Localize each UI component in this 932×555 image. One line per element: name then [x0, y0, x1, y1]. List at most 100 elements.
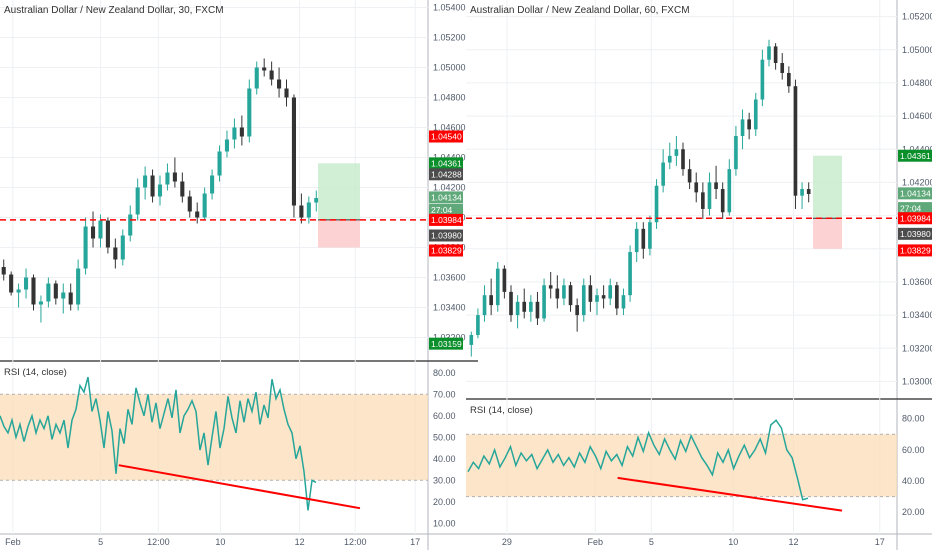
- price-tick-label: 1.03400: [902, 310, 932, 320]
- price-tag-label: 1.03159: [431, 339, 462, 349]
- candle-body: [247, 88, 252, 137]
- candle-body: [9, 274, 14, 293]
- price-tick-label: 1.03200: [433, 333, 466, 343]
- price-tick-label: 1.04800: [902, 78, 932, 88]
- rsi-label: RSI (14, close): [4, 367, 67, 378]
- candle-body: [654, 185, 659, 223]
- candle-body: [575, 305, 579, 316]
- price-tag: [429, 229, 463, 242]
- time-tick-label: 10: [728, 537, 738, 547]
- candle-body: [760, 59, 765, 100]
- candle-body: [262, 67, 267, 71]
- candle-body: [165, 172, 170, 185]
- candle-body: [681, 149, 685, 170]
- candle-body: [707, 182, 712, 209]
- price-tag: [898, 187, 932, 200]
- candle-body: [509, 291, 513, 316]
- price-tag-label: 1.03980: [431, 231, 462, 241]
- price-tag-label: 1.03984: [431, 215, 462, 225]
- candle-body: [720, 189, 725, 213]
- price-tag-label: 1.04134: [900, 189, 931, 199]
- candle-body: [24, 277, 29, 290]
- rsi-tick-label: 70.00: [433, 389, 456, 399]
- price-tag: [898, 227, 932, 240]
- chart-title: Australian Dollar / New Zealand Dollar, …: [470, 5, 690, 16]
- stop-zone: [318, 219, 360, 248]
- rsi-divergence-trendline: [118, 464, 361, 510]
- candle-body: [299, 205, 304, 218]
- price-tag: [429, 213, 463, 226]
- candle-body: [674, 149, 679, 156]
- time-tick-label: 12: [295, 537, 305, 547]
- candle-body: [172, 172, 177, 182]
- candle-body: [90, 226, 96, 239]
- candle-body: [568, 285, 573, 306]
- candle-body: [714, 182, 718, 190]
- price-tick-label: 1.04400: [902, 144, 932, 154]
- chart-panel-30m: 1.054001.052001.050001.048001.046001.044…: [0, 0, 478, 550]
- candle-body: [542, 285, 546, 319]
- candle-body: [1, 267, 6, 275]
- stop-zone: [813, 218, 842, 249]
- price-tag-label: 1.03984: [900, 213, 931, 223]
- candle-body: [562, 285, 566, 299]
- price-tick-label: 1.04600: [902, 111, 932, 121]
- candle-body: [767, 46, 771, 60]
- candle-body: [217, 151, 222, 176]
- candle-body: [31, 277, 36, 305]
- price-tick-label: 1.05400: [433, 3, 466, 13]
- candle-body: [476, 315, 480, 335]
- candle-body: [105, 220, 110, 248]
- price-tag-label: 27:04: [900, 203, 922, 213]
- candle-body: [648, 222, 652, 249]
- candle-body: [734, 135, 738, 170]
- candle-body: [687, 169, 692, 183]
- candle-body: [615, 285, 619, 309]
- candle-body: [291, 97, 296, 206]
- candle-body: [740, 119, 745, 136]
- candle-body: [202, 193, 207, 218]
- candle-body: [195, 211, 200, 218]
- price-tick-label: 1.03600: [902, 277, 932, 287]
- price-tick-label: 1.04600: [433, 123, 466, 133]
- chart-panel-60m: 1.05200 1.05000 1.04800 1.04600 1.04400 1.042…: [466, 0, 932, 550]
- candle-body: [555, 288, 560, 299]
- candle-body: [548, 285, 553, 289]
- candle-body: [806, 189, 811, 195]
- time-tick-label: 29: [502, 537, 512, 547]
- candle-body: [306, 202, 311, 218]
- chart-title: Australian Dollar / New Zealand Dollar, …: [4, 5, 224, 16]
- candle-body: [76, 268, 81, 305]
- target-zone: [813, 155, 842, 219]
- candle-body: [128, 214, 133, 236]
- candle-body: [780, 63, 785, 73]
- price-tick-label: 1.03200: [902, 343, 932, 353]
- candle-body: [793, 86, 798, 196]
- price-tag: [429, 244, 463, 257]
- candle-body: [38, 301, 43, 305]
- target-zone: [318, 163, 360, 220]
- candle-body: [773, 46, 778, 64]
- time-tick-label: 5: [649, 537, 654, 547]
- price-tick-label: 1.04200: [902, 177, 932, 187]
- price-tag: [429, 191, 463, 204]
- rsi-tick-label: 20.00: [902, 507, 925, 517]
- price-tag-label: 27:04: [431, 205, 453, 215]
- candle-body: [495, 268, 500, 306]
- price-tick-label: 1.03600: [433, 273, 466, 283]
- candle-body: [284, 88, 289, 98]
- candle-body: [157, 184, 163, 197]
- rsi-line: [0, 376, 317, 511]
- candle-body: [224, 139, 230, 152]
- price-tag-label: 1.03980: [900, 229, 931, 239]
- rsi-line: [467, 419, 809, 501]
- candle-body: [120, 235, 125, 260]
- candle-body: [661, 162, 665, 186]
- candle-body: [634, 228, 639, 253]
- price-tick-label: 1.04800: [433, 93, 466, 103]
- price-tag-label: 1.04361: [431, 159, 462, 169]
- rsi-tick-label: 60.00: [902, 445, 925, 455]
- candle-body: [667, 155, 672, 163]
- price-tag-label: 1.03829: [900, 246, 931, 256]
- time-tick-label: 17: [410, 537, 420, 547]
